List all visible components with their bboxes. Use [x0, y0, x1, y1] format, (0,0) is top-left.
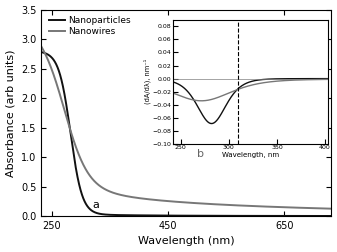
- Nanowires: [180, 201, 184, 204]
- Nanoparticles: [320, 214, 325, 217]
- Nanoparticles: [173, 214, 177, 217]
- Nanoparticles: [329, 214, 333, 217]
- Line: Nanowires: Nanowires: [41, 47, 331, 209]
- Text: a: a: [93, 200, 99, 210]
- Legend: Nanoparticles, Nanowires: Nanoparticles, Nanowires: [49, 16, 130, 36]
- Nanowires: [54, 81, 58, 84]
- X-axis label: Wavelength (nm): Wavelength (nm): [138, 236, 235, 246]
- Nanowires: [320, 207, 324, 210]
- Nanowires: [329, 207, 333, 210]
- Nanoparticles: [180, 214, 184, 217]
- Y-axis label: Absorbance (arb units): Absorbance (arb units): [5, 49, 16, 177]
- Nanowires: [320, 207, 325, 210]
- Nanowires: [173, 200, 177, 203]
- Nanoparticles: [54, 63, 58, 66]
- Nanoparticles: [267, 214, 271, 217]
- Text: b: b: [197, 149, 204, 159]
- Line: Nanoparticles: Nanoparticles: [41, 52, 331, 216]
- Nanowires: [267, 205, 271, 208]
- Nanoparticles: [39, 51, 43, 54]
- Nanoparticles: [320, 214, 324, 217]
- Nanowires: [39, 45, 43, 48]
